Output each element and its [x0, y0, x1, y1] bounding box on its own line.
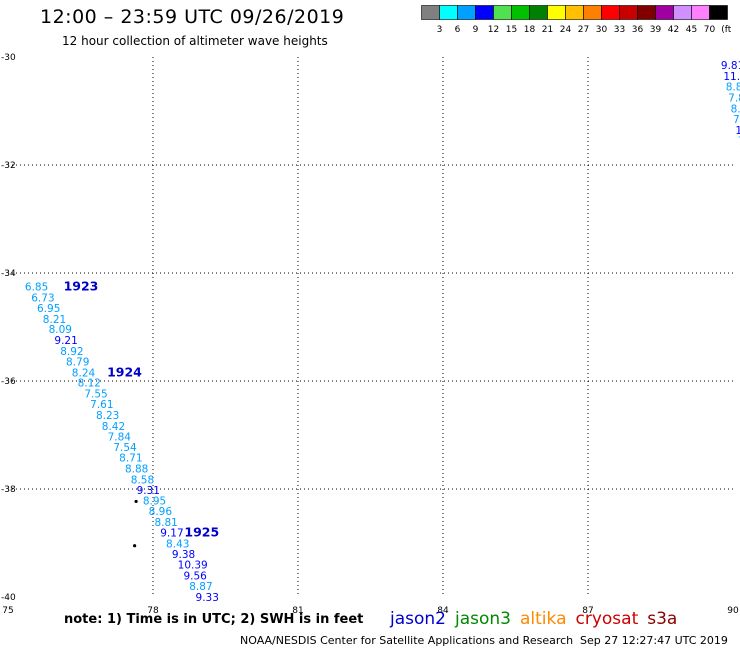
y-tick-label: -38 — [1, 485, 16, 495]
swh-value-label: 8.71 — [119, 453, 142, 465]
swh-value-label: 6.85 — [25, 282, 48, 294]
y-tick-label: -32 — [1, 161, 16, 171]
y-tick-label: -40 — [1, 593, 16, 603]
satellite-legend: jason2 jason3 altika cryosat s3a — [390, 609, 686, 629]
track-marker — [133, 544, 137, 548]
swh-value-label: 9.31 — [137, 485, 160, 497]
x-tick-label: 81 — [292, 606, 303, 616]
x-tick-label: 90 — [727, 606, 739, 616]
swh-value-label: 7.84 — [108, 432, 132, 444]
swh-value-label: 9.21 — [54, 335, 77, 347]
swh-value-label: 9.81 — [721, 60, 740, 72]
pass-time-label: 1923 — [64, 279, 99, 294]
colorbar-label: 18 — [524, 25, 536, 35]
swh-value-label: 7.54 — [113, 442, 137, 454]
x-tick-label: 75 — [2, 606, 13, 616]
x-tick-label: 84 — [437, 606, 449, 616]
colorbar-label: 30 — [596, 25, 608, 35]
swh-value-label: 7.44 — [733, 114, 740, 126]
colorbar-label: 42 — [668, 25, 679, 35]
swh-value-label: 8.21 — [43, 314, 66, 326]
colorbar-label: 39 — [650, 25, 662, 35]
colorbar-label: 3 — [437, 25, 443, 35]
swh-value-label: 8.09 — [49, 324, 72, 336]
swh-value-label: 7.04 — [738, 136, 740, 148]
colorbar-label: 24 — [560, 25, 572, 35]
colorbar-label: 6 — [455, 25, 461, 35]
swh-value-label: 8.85 — [726, 82, 740, 94]
colorbar-label: 36 — [632, 25, 644, 35]
swh-value-label: 9.56 — [183, 570, 207, 582]
swh-value-label: 8.92 — [731, 103, 740, 115]
swh-value-label: 8.92 — [60, 346, 83, 358]
chart-title: 12:00 – 23:59 UTC 09/26/2019 — [40, 6, 345, 28]
swh-value-label: 8.96 — [149, 506, 173, 518]
swh-value-label: 8.42 — [102, 421, 125, 433]
x-tick-label: 78 — [147, 606, 159, 616]
swh-value-label: 8.12 — [78, 378, 101, 390]
pass-time-label: 1925 — [184, 525, 219, 540]
swh-value-label: 9.38 — [172, 549, 195, 561]
swh-value-label: 9.17 — [160, 528, 183, 540]
colorbar-unit: (ft) — [721, 25, 731, 35]
swh-value-label: 9.33 — [196, 592, 219, 604]
credit-text: NOAA/NESDIS Center for Satellite Applica… — [240, 634, 574, 647]
swh-value-label: 8.81 — [154, 517, 177, 529]
colorbar-label: 33 — [614, 25, 625, 35]
swh-value-label: 8.79 — [66, 357, 89, 369]
swh-value-label: 7.83 — [728, 93, 740, 105]
legend-s3a: s3a — [647, 609, 678, 629]
swh-value-label: 8.88 — [125, 463, 148, 475]
swh-value-label: 6.73 — [31, 292, 54, 304]
swh-value-label: 8.58 — [131, 474, 154, 486]
colorbar-label: 9 — [473, 25, 479, 35]
y-tick-label: -30 — [1, 53, 16, 63]
x-tick-label: 87 — [582, 606, 593, 616]
colorbar-label: 45 — [686, 25, 697, 35]
colorbar-label: 21 — [542, 25, 553, 35]
legend-jason3: jason3 — [455, 609, 511, 629]
swh-value-label: 10.75 — [735, 125, 740, 137]
legend-jason2: jason2 — [390, 609, 446, 629]
generated-timestamp: Sep 27 12:27:47 UTC 2019 — [580, 634, 728, 647]
swh-value-label: 8.43 — [166, 539, 189, 551]
colorbar-label: 27 — [578, 25, 589, 35]
colorbar-label: 70 — [704, 25, 716, 35]
swh-value-label: 11.99 — [723, 71, 740, 83]
swh-value-label: 8.23 — [96, 410, 119, 422]
swh-value-label: 8.95 — [143, 495, 166, 507]
colorbar-swatch — [709, 5, 728, 20]
swh-value-label: 8.24 — [72, 367, 96, 379]
footer-note: note: 1) Time is in UTC; 2) SWH is in fe… — [64, 612, 364, 627]
swh-value-label: 10.40 — [201, 602, 231, 614]
swh-value-label: 6.95 — [37, 303, 60, 315]
y-tick-label: -36 — [1, 377, 16, 387]
swh-value-label: 8.87 — [189, 581, 212, 593]
colorbar-label: 15 — [506, 25, 517, 35]
y-tick-label: -34 — [1, 269, 16, 279]
colorbar-label: 12 — [488, 25, 499, 35]
swh-value-label: 7.61 — [90, 399, 113, 411]
chart-subtitle: 12 hour collection of altimeter wave hei… — [62, 34, 328, 48]
swh-value-label: 10.39 — [178, 560, 208, 572]
legend-altika: altika — [520, 609, 567, 629]
pass-time-label: 1924 — [107, 364, 142, 379]
swh-value-label: 7.55 — [84, 388, 107, 400]
legend-cryosat: cryosat — [575, 609, 639, 629]
track-marker — [134, 499, 138, 504]
